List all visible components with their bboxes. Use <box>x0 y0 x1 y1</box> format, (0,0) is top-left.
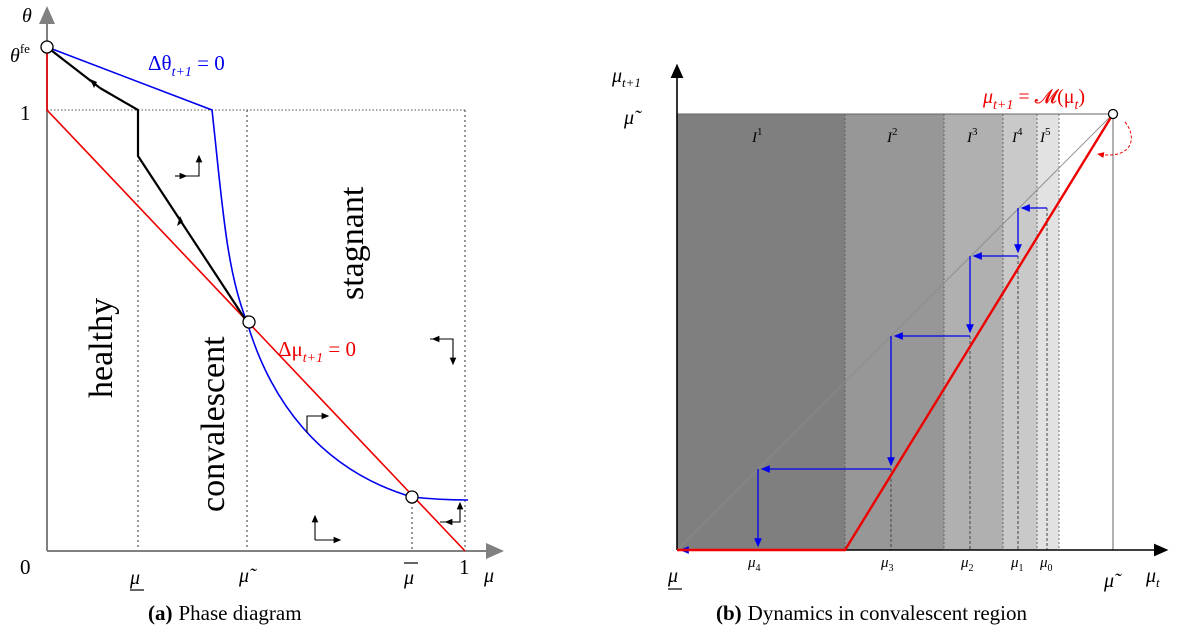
tick-mu-tilde: μ̃ <box>238 565 257 587</box>
label-i2: I2 <box>886 126 898 146</box>
label-i1: I1 <box>751 126 763 146</box>
label-delta-theta: Δθt+1 = 0 <box>148 51 225 80</box>
tick-mu0: μ0 <box>1039 555 1053 574</box>
interval-i4 <box>1003 114 1037 550</box>
tick-mu-bar: μ <box>403 567 414 589</box>
interval-borders <box>844 114 1060 550</box>
tick-b-mu-under: μ <box>667 565 678 587</box>
b-y-tick-mu-tilde: μ̃ <box>623 107 642 129</box>
x-axis-label: μ <box>483 565 494 587</box>
caption-b: (b) Dynamics in convalescent region <box>716 601 1027 625</box>
interval-i5 <box>1037 114 1059 550</box>
b-x-axis-label: μt <box>1145 565 1160 590</box>
tick-mu2: μ2 <box>960 555 974 574</box>
delta-mu-curve <box>46 47 466 552</box>
diagonal-45 <box>676 113 1114 551</box>
label-i3: I3 <box>966 126 978 146</box>
tick-mu3: μ3 <box>880 555 894 574</box>
map-curve <box>677 113 1115 552</box>
caption-a: (a) Phase diagram <box>148 601 302 625</box>
tick-b-mu-tilde: μ̃ <box>1103 570 1122 592</box>
region-convalescent: convalescent <box>195 336 232 512</box>
equilibrium-mu-bar <box>405 490 419 504</box>
equilibrium-theta-fe <box>40 40 54 54</box>
region-stagnant: stagnant <box>334 186 371 300</box>
drop-lines <box>890 208 1048 550</box>
y-axis-label: θ <box>22 5 32 27</box>
interval-i3 <box>944 114 1003 550</box>
map-fixed-point <box>1107 108 1119 120</box>
panel-b: I1 I2 I3 I4 I5 μ4 μ3 μ2 μ1 μ0 μ μ̃ μt μt… <box>611 63 1169 625</box>
label-i4: I4 <box>1011 126 1023 146</box>
equilibrium-mu-tilde <box>242 315 256 329</box>
direction-glyphs <box>175 154 464 544</box>
delta-theta-curve <box>46 46 469 501</box>
label-delta-mu: Δμt+1 = 0 <box>278 337 356 366</box>
trajectory-arrow-mid <box>177 216 183 226</box>
trajectory-arrow-top <box>90 79 97 88</box>
trajectory-path <box>99 87 248 323</box>
label-map: μt+1 = 𝓜(μt) <box>982 86 1085 113</box>
region-healthy: healthy <box>83 298 120 398</box>
tick-theta-one: 1 <box>20 101 31 125</box>
tick-mu4: μ4 <box>747 555 761 574</box>
tick-mu-under: μ <box>129 567 140 589</box>
tick-origin: 0 <box>20 555 31 579</box>
b-y-axis-label: μt+1 <box>611 65 641 90</box>
label-i5: I5 <box>1039 126 1051 146</box>
tick-mu-one: 1 <box>459 555 470 579</box>
map-callout-arrow <box>1097 121 1132 158</box>
tick-mu1: μ1 <box>1010 555 1024 574</box>
tick-theta-fe: θfe <box>10 41 30 67</box>
panel-a: θ μ θfe 1 0 μ μ̃ μ 1 Δθt+1 = 0 Δμt+1 = 0… <box>10 5 504 625</box>
cobweb-path <box>679 204 1047 554</box>
interval-i1 <box>677 114 845 550</box>
